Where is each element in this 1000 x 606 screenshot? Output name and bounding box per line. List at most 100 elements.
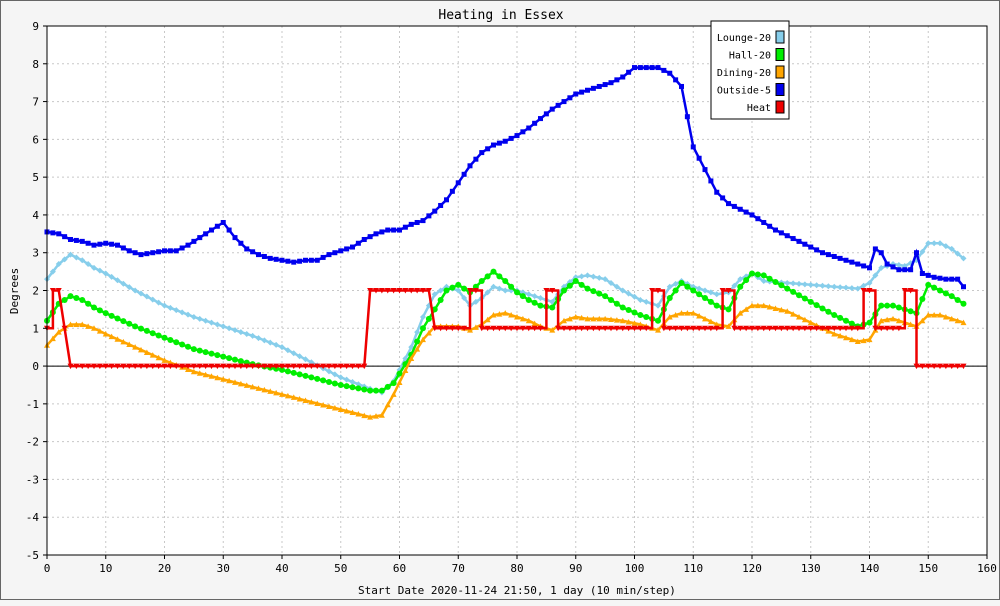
data-point bbox=[713, 325, 720, 332]
x-tick-label: 130 bbox=[801, 562, 821, 575]
data-point bbox=[378, 412, 385, 418]
data-point bbox=[573, 91, 579, 97]
data-point bbox=[226, 377, 233, 384]
x-tick-label: 50 bbox=[334, 562, 347, 575]
data-point bbox=[396, 370, 403, 377]
data-point bbox=[56, 231, 62, 237]
data-point bbox=[631, 325, 638, 332]
x-tick-label: 60 bbox=[393, 562, 406, 575]
data-point bbox=[807, 325, 814, 332]
x-tick-label: 30 bbox=[217, 562, 230, 575]
data-point bbox=[49, 268, 56, 275]
data-point bbox=[302, 397, 309, 403]
data-point bbox=[619, 325, 626, 332]
data-point bbox=[831, 253, 837, 259]
data-point bbox=[438, 202, 444, 208]
data-point bbox=[943, 276, 949, 282]
data-point bbox=[731, 325, 738, 332]
data-point bbox=[144, 251, 150, 257]
data-point bbox=[243, 330, 250, 337]
data-point bbox=[202, 371, 209, 378]
data-point bbox=[913, 363, 920, 370]
data-point bbox=[532, 120, 538, 126]
data-point bbox=[860, 337, 867, 344]
data-point bbox=[126, 363, 133, 370]
data-point bbox=[720, 195, 726, 201]
data-point bbox=[919, 270, 925, 276]
legend-swatch bbox=[775, 83, 785, 96]
data-point bbox=[796, 238, 802, 244]
data-point bbox=[138, 290, 144, 297]
data-point bbox=[538, 116, 543, 122]
data-point bbox=[590, 325, 597, 332]
data-point bbox=[284, 363, 291, 370]
data-point bbox=[191, 238, 197, 244]
data-point bbox=[331, 380, 338, 387]
data-point bbox=[496, 285, 503, 292]
data-point bbox=[226, 325, 233, 332]
data-point bbox=[584, 315, 591, 322]
data-point bbox=[443, 325, 450, 332]
data-point bbox=[696, 291, 703, 298]
data-point bbox=[878, 264, 885, 271]
data-point bbox=[778, 325, 785, 332]
data-point bbox=[79, 238, 85, 244]
data-point bbox=[279, 391, 285, 397]
data-point bbox=[731, 203, 737, 209]
data-point bbox=[590, 273, 597, 280]
data-point bbox=[461, 171, 467, 177]
data-point bbox=[344, 246, 350, 252]
data-point bbox=[62, 234, 68, 240]
data-point bbox=[854, 285, 861, 292]
data-point bbox=[167, 336, 174, 343]
data-point bbox=[155, 354, 162, 361]
data-point bbox=[290, 369, 297, 376]
data-point bbox=[320, 401, 327, 408]
data-point bbox=[525, 317, 532, 324]
data-point bbox=[948, 245, 955, 252]
data-point bbox=[613, 317, 620, 323]
data-point bbox=[813, 282, 820, 289]
data-point bbox=[367, 387, 374, 394]
data-point bbox=[496, 325, 503, 332]
data-point bbox=[149, 330, 156, 337]
data-point bbox=[766, 304, 773, 310]
data-point bbox=[102, 363, 109, 370]
data-point bbox=[96, 363, 103, 370]
data-point bbox=[285, 258, 291, 264]
y-tick-label: -3 bbox=[26, 473, 39, 486]
data-point bbox=[572, 313, 579, 320]
data-point bbox=[878, 325, 885, 332]
data-point bbox=[843, 257, 849, 263]
data-point bbox=[326, 378, 332, 385]
data-point bbox=[731, 282, 738, 289]
legend: Lounge-20 Hall-20 Dining-20 Outside-5 Heat bbox=[710, 20, 790, 120]
data-point bbox=[743, 306, 750, 312]
data-point bbox=[949, 276, 955, 282]
data-point bbox=[284, 392, 291, 399]
data-point bbox=[237, 358, 244, 365]
data-point bbox=[813, 325, 820, 332]
data-point bbox=[719, 288, 726, 294]
data-point bbox=[420, 325, 426, 332]
y-tick-label: 7 bbox=[32, 96, 39, 109]
data-point bbox=[209, 227, 214, 233]
data-point bbox=[502, 287, 509, 294]
data-point bbox=[749, 212, 755, 218]
data-point bbox=[596, 83, 602, 89]
data-point bbox=[85, 240, 91, 246]
data-point bbox=[390, 288, 397, 294]
data-point bbox=[249, 383, 256, 390]
data-point bbox=[602, 82, 608, 88]
data-point bbox=[320, 363, 327, 370]
data-point bbox=[596, 325, 603, 332]
data-point bbox=[655, 65, 661, 71]
data-point bbox=[578, 273, 585, 280]
data-point bbox=[531, 293, 538, 300]
data-point bbox=[73, 237, 79, 243]
data-point bbox=[866, 336, 873, 343]
data-point bbox=[114, 363, 121, 370]
data-point bbox=[414, 338, 421, 345]
data-point bbox=[914, 250, 919, 256]
data-point bbox=[484, 325, 491, 332]
